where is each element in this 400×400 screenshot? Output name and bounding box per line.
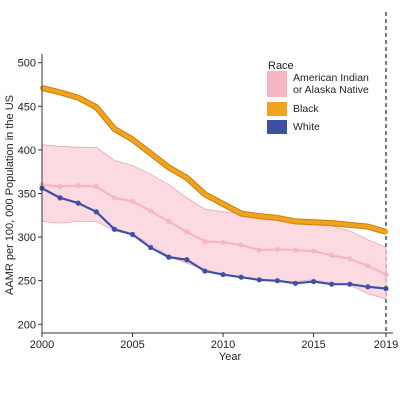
x-tick-label: 2005 <box>120 339 144 351</box>
series-line <box>41 183 387 276</box>
data-point <box>256 277 262 283</box>
data-point <box>130 137 135 142</box>
data-point <box>365 263 371 269</box>
data-point <box>275 215 280 221</box>
data-point <box>148 244 154 251</box>
legend-label: Black <box>293 103 319 115</box>
data-point <box>383 271 389 278</box>
data-point <box>75 183 81 189</box>
data-point <box>166 218 172 224</box>
x-tick-label: 2010 <box>211 339 235 351</box>
data-point <box>57 90 63 95</box>
y-tick-label: 400 <box>18 145 36 157</box>
data-point <box>112 126 117 132</box>
data-point <box>94 104 99 110</box>
data-point <box>347 281 353 287</box>
data-point <box>238 242 244 248</box>
legend-title: Race <box>268 60 294 72</box>
data-point <box>310 278 317 285</box>
plot-area <box>39 12 389 333</box>
data-point <box>75 200 81 206</box>
data-point <box>184 175 190 181</box>
data-point <box>129 198 136 204</box>
data-point <box>184 229 190 235</box>
axes: 2000 2005 2010 2015 2019 200 250 300 350 400 450 50… <box>18 54 398 351</box>
data-point <box>220 271 226 278</box>
data-point <box>184 257 190 263</box>
data-point <box>93 183 99 190</box>
confidence-band <box>41 144 387 300</box>
data-point <box>129 231 136 238</box>
data-point <box>148 151 153 156</box>
data-point <box>76 95 81 100</box>
data-point <box>238 211 244 216</box>
legend-label: or Alaska Native <box>293 84 369 96</box>
data-point <box>166 165 171 170</box>
data-point <box>347 256 353 262</box>
data-point <box>202 268 208 274</box>
data-point <box>57 183 63 190</box>
data-point <box>329 252 335 259</box>
data-point <box>365 284 371 290</box>
legend-swatch <box>267 120 287 134</box>
y-tick-label: 300 <box>18 232 36 244</box>
y-tick-label: 350 <box>18 189 36 201</box>
data-point <box>220 201 226 207</box>
data-point <box>365 224 371 229</box>
y-axis-title: AAMR per 100, 000 Population in the US <box>4 95 16 295</box>
data-point <box>293 219 298 224</box>
x-tick-label: 2015 <box>301 339 325 351</box>
legend-swatch <box>267 71 287 97</box>
data-point <box>311 220 316 225</box>
data-point <box>220 239 226 245</box>
series-line <box>41 86 387 234</box>
legend-label: American Indian <box>293 72 369 84</box>
y-tick-label: 500 <box>18 58 36 70</box>
data-point <box>292 247 299 253</box>
data-point <box>111 195 118 201</box>
data-point <box>383 229 389 235</box>
data-point <box>93 209 99 215</box>
data-point <box>310 248 317 254</box>
y-tick-label: 450 <box>18 101 36 113</box>
y-tick-label: 250 <box>18 276 36 288</box>
data-point <box>111 226 118 232</box>
y-tick-label: 200 <box>18 319 36 331</box>
data-point <box>148 208 154 214</box>
data-point <box>292 280 299 286</box>
data-point <box>329 220 334 226</box>
x-tick-label: 2019 <box>374 339 398 351</box>
legend-label: White <box>293 121 320 133</box>
data-point <box>274 246 280 252</box>
x-axis-title: Year <box>219 351 242 363</box>
data-point <box>329 281 335 287</box>
legend-swatch <box>267 102 287 116</box>
data-point <box>238 274 244 280</box>
data-point <box>347 222 352 228</box>
data-point <box>166 254 172 260</box>
series-line <box>41 187 387 290</box>
data-point <box>383 285 389 292</box>
data-point <box>257 213 262 219</box>
data-point <box>274 278 280 284</box>
x-tick-label: 2000 <box>30 339 54 351</box>
data-point <box>202 238 208 245</box>
data-point <box>256 247 262 253</box>
data-point <box>202 192 208 197</box>
data-point <box>57 195 63 201</box>
